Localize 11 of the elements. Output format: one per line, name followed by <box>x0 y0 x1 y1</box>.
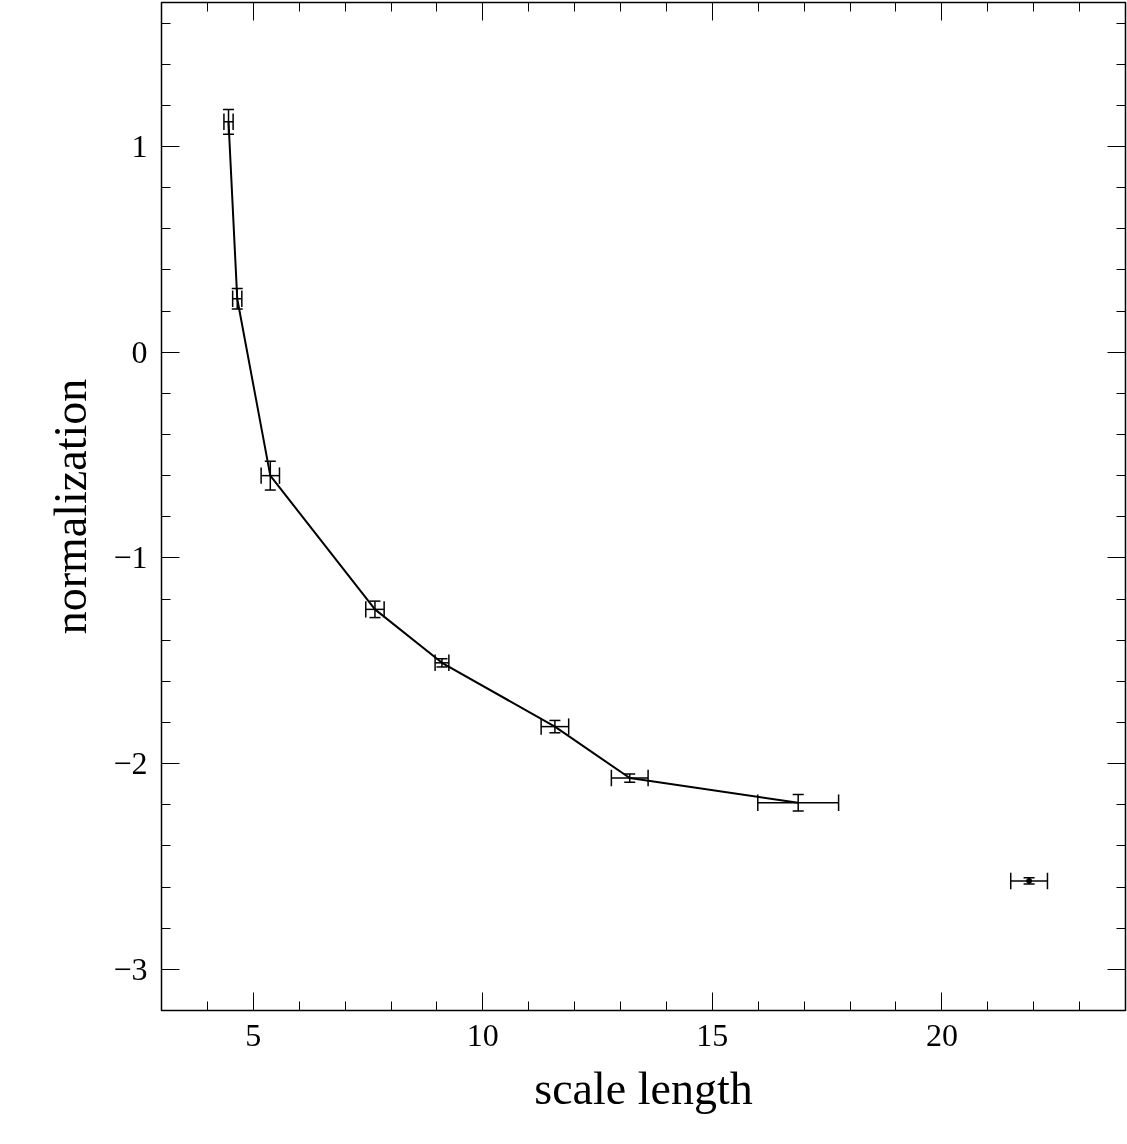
y-axis-title: normalization <box>45 378 97 635</box>
y-tick-label: 1 <box>131 128 148 164</box>
x-tick-label: 10 <box>466 1016 499 1053</box>
x-axis-title: scale length <box>534 1062 753 1114</box>
y-tick-label: −2 <box>113 745 148 782</box>
y-tick-label: −1 <box>113 539 148 576</box>
y-tick-label: 0 <box>131 333 148 370</box>
y-tick-label: −3 <box>113 950 148 987</box>
x-tick-label: 20 <box>925 1016 958 1053</box>
x-tick-label: 5 <box>245 1016 262 1053</box>
x-tick-label: 15 <box>696 1016 729 1053</box>
